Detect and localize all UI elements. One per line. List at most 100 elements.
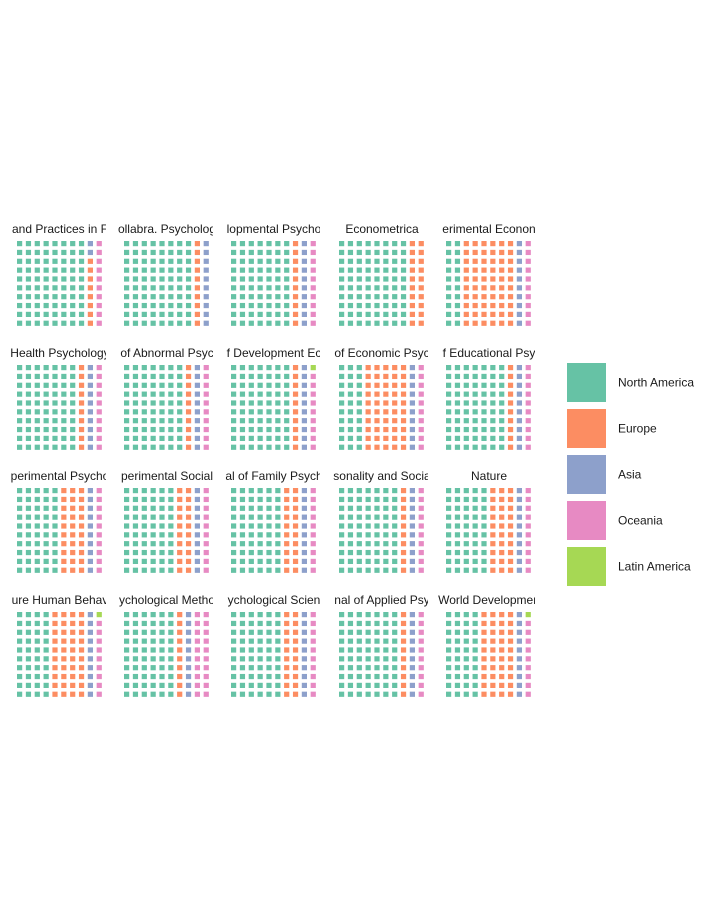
waffle-cell <box>516 409 522 415</box>
waffle-cell <box>61 541 67 547</box>
waffle-cell <box>124 258 130 264</box>
waffle-cell <box>418 258 424 264</box>
waffle-cell <box>400 488 407 494</box>
waffle-cell <box>150 444 156 450</box>
waffle-cell <box>203 285 209 291</box>
waffle-cell <box>124 541 130 547</box>
waffle-cell <box>400 285 407 291</box>
waffle-cell <box>525 409 531 415</box>
waffle-cell <box>203 311 209 317</box>
waffle-cell <box>159 276 165 282</box>
waffle-cell <box>124 409 130 415</box>
waffle-cell <box>383 391 389 397</box>
waffle-cell <box>374 426 380 433</box>
waffle-cell <box>25 505 32 511</box>
waffle-cell <box>418 241 424 247</box>
waffle-cell <box>301 320 307 326</box>
waffle-cell <box>185 435 192 441</box>
waffle-cell <box>203 682 209 688</box>
waffle-cell <box>52 302 58 309</box>
waffle-cell <box>231 285 237 291</box>
waffle-cell <box>383 647 389 653</box>
waffle-cell <box>231 673 237 680</box>
waffle-cell <box>392 558 398 564</box>
waffle-cell <box>516 665 522 671</box>
waffle-cell <box>301 629 307 635</box>
waffle-cell <box>400 365 407 371</box>
waffle-cell <box>310 258 316 264</box>
waffle-cell <box>239 400 246 406</box>
waffle-cell <box>34 629 40 635</box>
waffle-cell <box>356 673 362 680</box>
waffle-cell <box>472 267 478 273</box>
waffle-cell <box>231 496 237 503</box>
waffle-cell <box>392 276 398 282</box>
waffle-cell <box>87 241 93 247</box>
waffle-cell <box>70 400 76 406</box>
waffle-cell <box>392 373 398 380</box>
waffle-cell <box>159 249 165 256</box>
waffle-cell <box>292 241 299 247</box>
waffle-cell <box>284 391 290 397</box>
waffle-cell <box>507 400 514 406</box>
waffle-cell <box>52 276 58 282</box>
waffle-cell <box>392 620 398 627</box>
waffle-cell <box>365 682 371 688</box>
waffle-cell <box>392 302 398 309</box>
waffle-cell <box>490 638 496 644</box>
waffle-cell <box>409 400 415 406</box>
waffle-panel: Health Psychology <box>10 346 106 450</box>
waffle-cell <box>34 523 40 529</box>
waffle-cell <box>499 629 505 635</box>
waffle-cell <box>34 488 40 494</box>
waffle-cell <box>301 638 307 644</box>
waffle-cell <box>231 426 237 433</box>
waffle-cell <box>392 612 398 618</box>
waffle-cell <box>507 558 514 564</box>
waffle-cell <box>185 505 192 511</box>
waffle-cell <box>231 682 237 688</box>
waffle-cell <box>310 267 316 273</box>
waffle-cell <box>168 647 174 653</box>
waffle-cell <box>177 426 183 433</box>
waffle-cell <box>177 638 183 644</box>
waffle-cell <box>124 532 130 538</box>
waffle-cell <box>78 514 85 520</box>
waffle-cell <box>257 418 263 424</box>
waffle-cell <box>168 682 174 688</box>
waffle-cell <box>25 629 32 635</box>
waffle-cell <box>383 558 389 564</box>
waffle-cell <box>339 418 345 424</box>
waffle-cell <box>507 365 514 371</box>
waffle-cell <box>347 365 354 371</box>
waffle-cell <box>168 382 174 388</box>
waffle-cell <box>383 249 389 256</box>
waffle-cell <box>392 444 398 450</box>
waffle-cell <box>472 496 478 503</box>
waffle-cell <box>525 285 531 291</box>
waffle-cell <box>87 523 93 529</box>
waffle-cell <box>43 373 49 380</box>
waffle-cell <box>481 294 487 300</box>
waffle-cell <box>454 567 461 573</box>
waffle-cell <box>507 647 514 653</box>
waffle-cell <box>61 505 67 511</box>
waffle-cell <box>310 647 316 653</box>
waffle-cell <box>301 549 307 556</box>
waffle-cell <box>499 241 505 247</box>
waffle-cell <box>339 320 345 326</box>
waffle-cell <box>52 391 58 397</box>
waffle-cell <box>374 241 380 247</box>
waffle-cell <box>266 567 272 573</box>
waffle-cell <box>168 418 174 424</box>
waffle-cell <box>454 249 461 256</box>
waffle-cell <box>516 267 522 273</box>
waffle-cell <box>194 629 200 635</box>
waffle-cell <box>499 567 505 573</box>
waffle-cell <box>141 488 147 494</box>
waffle-cell <box>499 382 505 388</box>
waffle-cell <box>365 249 371 256</box>
waffle-cell <box>463 656 469 662</box>
waffle-cell <box>132 302 139 309</box>
waffle-cell <box>365 612 371 618</box>
